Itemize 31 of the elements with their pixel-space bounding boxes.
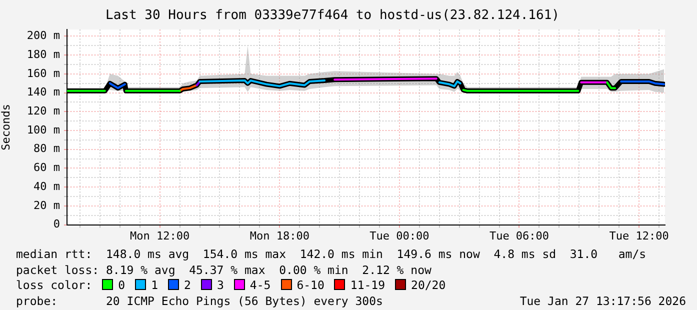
x-tick-label: Tue 06:00 [489,229,550,242]
legend-label: 2 [184,278,191,292]
x-tick-label: Tue 00:00 [370,229,430,242]
legend-label: 11-19 [350,278,386,292]
y-tick-label: 100 m [26,123,60,136]
text: probe: 20 ICMP Echo Pings (56 Bytes) every 300s [16,294,383,308]
x-tick-label: Tue 12:00 [609,229,669,242]
y-tick-label: 40 m [34,180,60,193]
y-tick-label: 120 m [26,104,60,118]
y-tick-label: 140 m [26,86,60,99]
legend-label: 20/20 [411,278,446,292]
y-tick-label: 80 m [34,142,60,156]
y-tick-label: 180 m [26,48,60,61]
y-tick-label: 60 m [34,161,60,174]
y-tick-label: 200 m [26,29,60,42]
y-tick-label: 160 m [26,66,60,80]
legend-label: 0 [118,278,126,292]
legend-label: 4-5 [250,278,271,292]
text: Tue Jan 27 13:17:56 2026 [520,294,686,309]
y-axis-title: Seconds [0,104,12,150]
legend-title: loss color: [16,278,92,292]
chart-title: Last 30 Hours from 03339e77f464 to hostd-us(23.82.124.161) [106,8,560,24]
x-tick-label: Mon 12:00 [130,229,190,242]
legend-label: 1 [151,278,158,292]
y-tick-label: 20 m [34,198,60,212]
text: packet loss: 8.19 % avg 45.37 % max 0.00 % min 2.12 % now [16,262,432,278]
y-tick-label: 0 [53,218,60,231]
legend-label: 6-10 [296,278,324,292]
legend-label: 3 [216,278,224,292]
x-tick-label: Mon 18:00 [250,229,310,242]
text: median rtt: 148.0 ms avg 154.0 ms max 142.0 ms min 149.6 ms now 4.8 ms sd 31.0 am/s [16,247,648,262]
